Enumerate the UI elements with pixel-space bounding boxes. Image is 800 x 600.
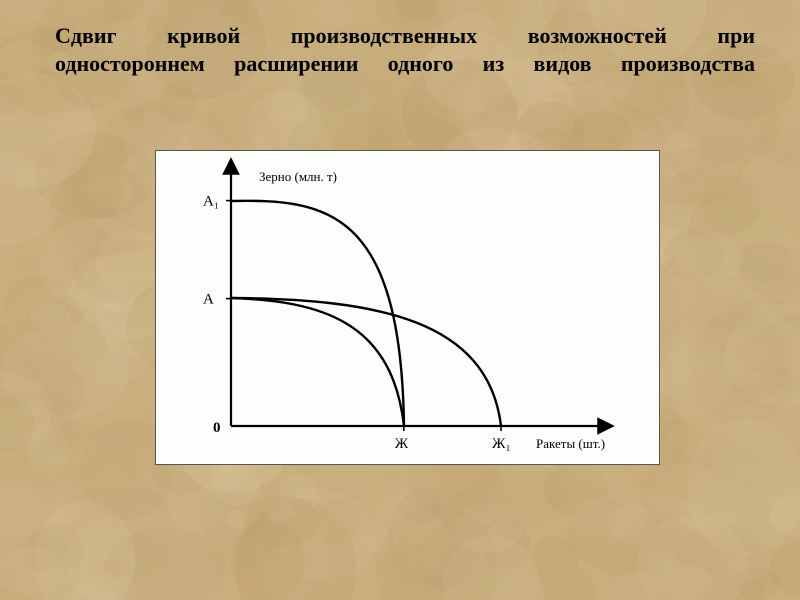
origin-label: 0 [213, 420, 221, 436]
chart-panel: Зерно (млн. т) Ракеты (шт.) 0 А₁ А Ж Ж₁ [155, 150, 660, 465]
ytick-label-A1: А₁ [203, 194, 219, 210]
slide-title: Сдвиг кривой производственных возможност… [55, 22, 755, 77]
xtick-label-Zh1: Ж₁ [492, 436, 511, 452]
curve-A-to-Zh1 [231, 298, 501, 426]
x-axis-label: Ракеты (шт.) [536, 436, 605, 451]
title-line-2: одностороннем расширении одного из видов… [55, 51, 755, 76]
title-line-1: Сдвиг кривой производственных возможност… [55, 23, 755, 48]
ytick-label-A: А [203, 292, 214, 308]
curve-A1-to-Zh [231, 201, 404, 426]
xtick-label-Zh: Ж [395, 436, 409, 452]
curve-A-to-Zh [231, 298, 404, 426]
y-axis-label: Зерно (млн. т) [259, 169, 337, 184]
ppf-chart: Зерно (млн. т) Ракеты (шт.) 0 А₁ А Ж Ж₁ [156, 151, 659, 464]
